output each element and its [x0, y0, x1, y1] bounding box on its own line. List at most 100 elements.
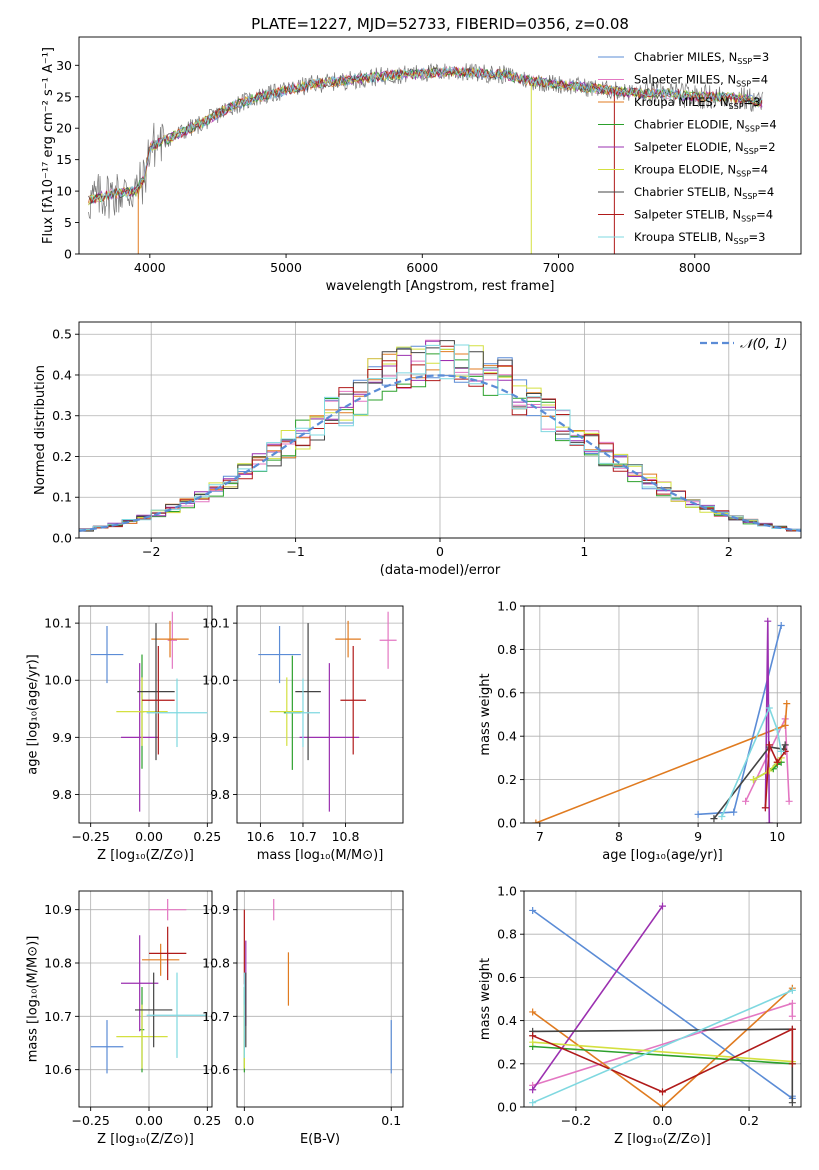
mass-vs-EBV-xlabel: E(B-V): [300, 1132, 340, 1147]
spectrum-xlabel: wavelength [Angstrom, rest frame]: [326, 279, 555, 294]
weight-vs-Z-plot-area: [529, 902, 796, 1107]
spectrum-ylabel: Flux [fλ10⁻¹⁷ erg cm⁻² s⁻¹ A⁻¹]: [41, 47, 56, 244]
residuals-panel: 𝒩(0, 1) −2 −1 0 1 2 0.0 0.1 0.2 0.3 0.4 0.5 (data-mo…: [33, 321, 802, 578]
residuals-ytick-label-5: 0.5: [52, 327, 72, 342]
spectrum-legend-label-0: Chabrier MILES, NSSP=3: [634, 50, 769, 66]
mass-vs-EBV-ytick-label-3: 10.9: [202, 902, 230, 917]
weight-vs-Z-xlabel: Z [log₁₀(Z/Z⊙)]: [614, 1132, 711, 1147]
age-vs-mass-plot-area: [258, 611, 397, 812]
weight-vs-age-series-2: [535, 703, 788, 823]
spectrum-legend-label-4: Salpeter ELODIE, NSSP=2: [634, 140, 776, 156]
mass-vs-Z-xlabel: Z [log₁₀(Z/Z⊙)]: [97, 1132, 194, 1147]
mass-vs-EBV-frame: [236, 890, 404, 1108]
weight-vs-age-marker-1-2: [785, 797, 793, 805]
weight-vs-Z-series-8: [532, 989, 793, 1104]
mass-vs-EBV-ytick-label-1: 10.7: [202, 1009, 230, 1024]
weight-vs-age-ylabel: mass weight: [478, 673, 493, 755]
spectrum-legend-label-3: Chabrier ELODIE, NSSP=4: [634, 118, 777, 134]
age-vs-Z-ytick-label-3: 10.1: [44, 616, 72, 631]
spectrum-ytick-label-0: 0: [64, 247, 72, 262]
spectrum-ytick-label-5: 25: [56, 89, 72, 104]
mass-vs-Z-xtick-label-0: −0.25: [72, 1113, 110, 1128]
spectrum-ytick-label-6: 30: [56, 58, 72, 73]
age-vs-mass-xtick-label-2: 10.8: [332, 829, 360, 844]
spectrum-legend-label-2: Kroupa MILES, NSSP=3: [634, 95, 760, 111]
age-vs-mass-ytick-label-3: 10.1: [202, 616, 230, 631]
weight-vs-Z-ytick-label-5: 1.0: [497, 884, 517, 899]
age-vs-mass-ytick-label-1: 9.9: [210, 730, 230, 745]
mass-vs-EBV-xtick-label-1: 0.1: [381, 1113, 401, 1128]
weight-vs-Z-marker-2-0: [529, 1008, 537, 1016]
weight-vs-age-series-7: [764, 744, 786, 808]
spectrum-legend-label-8: Kroupa STELIB, NSSP=3: [634, 230, 765, 246]
mass-vs-Z-frame: [78, 890, 213, 1108]
weight-vs-age-marker-8-2: [773, 726, 781, 734]
weight-vs-age-ytick-label-0: 0.0: [497, 816, 517, 831]
weight-vs-Z-series-3: [532, 1045, 793, 1065]
gaussian-curve: [79, 374, 801, 532]
age-vs-mass-panel: 10.6 10.7 10.8 9.8 9.9 10.0 10.1 mass [log₁₀(M/…: [202, 605, 404, 863]
weight-vs-Z-ytick-label-3: 0.6: [497, 970, 517, 985]
mass-vs-EBV-xtick-label-0: 0.0: [234, 1113, 254, 1128]
weight-vs-age-marker-7-1: [765, 741, 773, 749]
weight-vs-age-plot-area: [532, 617, 793, 823]
weight-vs-Z-marker-8-0: [529, 1099, 537, 1107]
weight-vs-Z-marker-0-0: [529, 906, 537, 914]
age-vs-Z-plot-area: [90, 611, 208, 812]
weight-vs-age-marker-1-0: [742, 797, 750, 805]
weight-vs-age-xtick-label-3: 10: [769, 829, 785, 844]
mass-vs-Z-ylabel: mass [log₁₀(M/M⊙)]: [26, 936, 41, 1063]
spectrum-xtick-label-4: 8000: [679, 260, 711, 275]
weight-vs-age-marker-2-0: [532, 819, 540, 823]
residuals-xtick-label-2: 0: [436, 544, 444, 559]
age-vs-Z-panel: −0.25 0.00 0.25 9.8 9.9 10.0 10.1 Z [log₁₀(Z/Z⊙…: [26, 605, 221, 863]
spectrum-legend-label-7: Salpeter STELIB, NSSP=4: [634, 208, 773, 224]
weight-vs-Z-marker-1-2: [788, 1012, 796, 1020]
weight-vs-Z-xtick-label-0: −0.2: [561, 1113, 591, 1128]
age-vs-Z-frame: [78, 605, 213, 824]
weight-vs-age-ytick-label-5: 1.0: [497, 599, 517, 614]
weight-vs-age-marker-7-2: [773, 758, 781, 766]
age-vs-Z-xlabel: Z [log₁₀(Z/Z⊙)]: [97, 848, 194, 863]
weight-vs-age-ytick-label-2: 0.4: [497, 729, 517, 744]
weight-vs-Z-marker-7-1: [659, 1088, 666, 1096]
residuals-xlabel: (data-model)/error: [380, 563, 501, 578]
weight-vs-age-xtick-label-0: 7: [536, 829, 544, 844]
residuals-xtick-label-3: 1: [580, 544, 588, 559]
age-vs-mass-xtick-label-0: 10.6: [246, 829, 274, 844]
weight-vs-age-xlabel: age [log₁₀(age/yr)]: [602, 848, 723, 863]
weight-vs-age-marker-0-2: [777, 622, 785, 630]
weight-vs-Z-marker-1-1: [788, 999, 796, 1007]
residuals-xtick-label-0: −2: [142, 544, 160, 559]
mass-vs-EBV-plot-area: [243, 899, 392, 1074]
weight-vs-age-xtick-label-2: 9: [694, 829, 702, 844]
weight-vs-age-series-8: [721, 705, 782, 817]
weight-vs-age-series-6: [713, 744, 786, 820]
mass-vs-Z-ytick-label-2: 10.8: [44, 956, 72, 971]
age-vs-mass-ytick-label-0: 9.8: [210, 787, 230, 802]
spectrum-ytick-label-1: 5: [64, 215, 72, 230]
weight-vs-Z-ytick-label-0: 0.0: [497, 1100, 517, 1115]
weight-vs-age-marker-0-0: [694, 810, 702, 818]
weight-vs-age-marker-0-1: [730, 808, 738, 816]
weight-vs-age-marker-5-0: [750, 776, 758, 784]
weight-vs-Z-marker-7-3: [788, 1060, 796, 1068]
weight-vs-age-marker-6-3: [781, 741, 789, 749]
weight-vs-age-marker-8-0: [718, 812, 726, 820]
mass-vs-Z-ytick-label-0: 10.6: [44, 1062, 72, 1077]
mass-vs-Z-ytick-label-1: 10.7: [44, 1009, 72, 1024]
age-vs-Z-xtick-label-0: −0.25: [72, 829, 110, 844]
weight-vs-Z-marker-5-0: [529, 1038, 537, 1046]
spectrum-legend-label-1: Salpeter MILES, NSSP=4: [634, 73, 768, 89]
weight-vs-Z-ylabel: mass weight: [478, 958, 493, 1040]
weight-vs-Z-xtick-label-2: 0.2: [739, 1113, 759, 1128]
weight-vs-Z-marker-8-1: [788, 986, 796, 994]
mass-vs-EBV-ytick-label-0: 10.6: [202, 1062, 230, 1077]
spectrum-xtick-label-3: 7000: [543, 260, 575, 275]
weight-vs-age-marker-8-1: [765, 704, 773, 712]
weight-vs-age-marker-4-1: [764, 617, 772, 625]
mass-vs-Z-ytick-label-3: 10.9: [44, 902, 72, 917]
spectrum-model-line-8: [88, 66, 763, 203]
age-vs-mass-ytick-label-2: 10.0: [202, 673, 230, 688]
spectrum-plot-area: [88, 62, 764, 254]
